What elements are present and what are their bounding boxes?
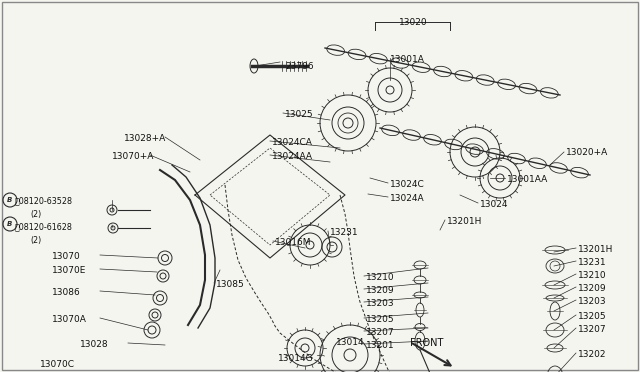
- Text: 13086: 13086: [52, 288, 81, 297]
- Text: 13025: 13025: [285, 110, 314, 119]
- Text: B: B: [7, 197, 13, 203]
- Text: 13024C: 13024C: [390, 180, 425, 189]
- Text: 13020: 13020: [399, 18, 428, 27]
- Text: 13070: 13070: [52, 252, 81, 261]
- Text: (2): (2): [30, 210, 41, 219]
- Text: 13070C: 13070C: [40, 360, 75, 369]
- Text: 13028+A: 13028+A: [124, 134, 166, 143]
- Text: 13231: 13231: [578, 258, 607, 267]
- Text: 13205: 13205: [578, 312, 607, 321]
- Text: 13209: 13209: [578, 284, 607, 293]
- Text: 13201: 13201: [366, 341, 395, 350]
- Text: 13207: 13207: [366, 328, 395, 337]
- Text: 13070A: 13070A: [52, 315, 87, 324]
- Text: 13024A: 13024A: [390, 194, 424, 203]
- Text: 13070+A: 13070+A: [112, 152, 154, 161]
- Text: 23796: 23796: [285, 62, 314, 71]
- Text: Ⓑ08120-63528: Ⓑ08120-63528: [15, 196, 73, 205]
- Text: 13207: 13207: [578, 325, 607, 334]
- Text: 13210: 13210: [366, 273, 395, 282]
- Text: 13024CA: 13024CA: [272, 138, 313, 147]
- Text: FRONT: FRONT: [410, 338, 444, 348]
- Text: 13201H: 13201H: [578, 245, 613, 254]
- Text: 13085: 13085: [216, 280, 244, 289]
- Text: 13203: 13203: [578, 297, 607, 306]
- Text: 13201H: 13201H: [447, 217, 483, 226]
- Text: 13209: 13209: [366, 286, 395, 295]
- Text: 13202: 13202: [578, 350, 607, 359]
- Text: 13001AA: 13001AA: [507, 175, 548, 184]
- Text: 13024: 13024: [480, 200, 509, 209]
- Text: 13014: 13014: [336, 338, 365, 347]
- Text: 13231: 13231: [330, 228, 358, 237]
- Text: 13028: 13028: [80, 340, 109, 349]
- Text: 13203: 13203: [366, 299, 395, 308]
- Text: 13016M: 13016M: [275, 238, 312, 247]
- Text: 13070E: 13070E: [52, 266, 86, 275]
- Text: B: B: [7, 221, 13, 227]
- Text: 13205: 13205: [366, 315, 395, 324]
- Text: 13001A: 13001A: [390, 55, 425, 64]
- Text: 13014G: 13014G: [278, 354, 314, 363]
- Text: Ⓑ08120-61628: Ⓑ08120-61628: [15, 222, 73, 231]
- Text: (2): (2): [30, 236, 41, 245]
- Text: 13024AA: 13024AA: [272, 152, 313, 161]
- Text: 13210: 13210: [578, 271, 607, 280]
- Text: 13020+A: 13020+A: [566, 148, 608, 157]
